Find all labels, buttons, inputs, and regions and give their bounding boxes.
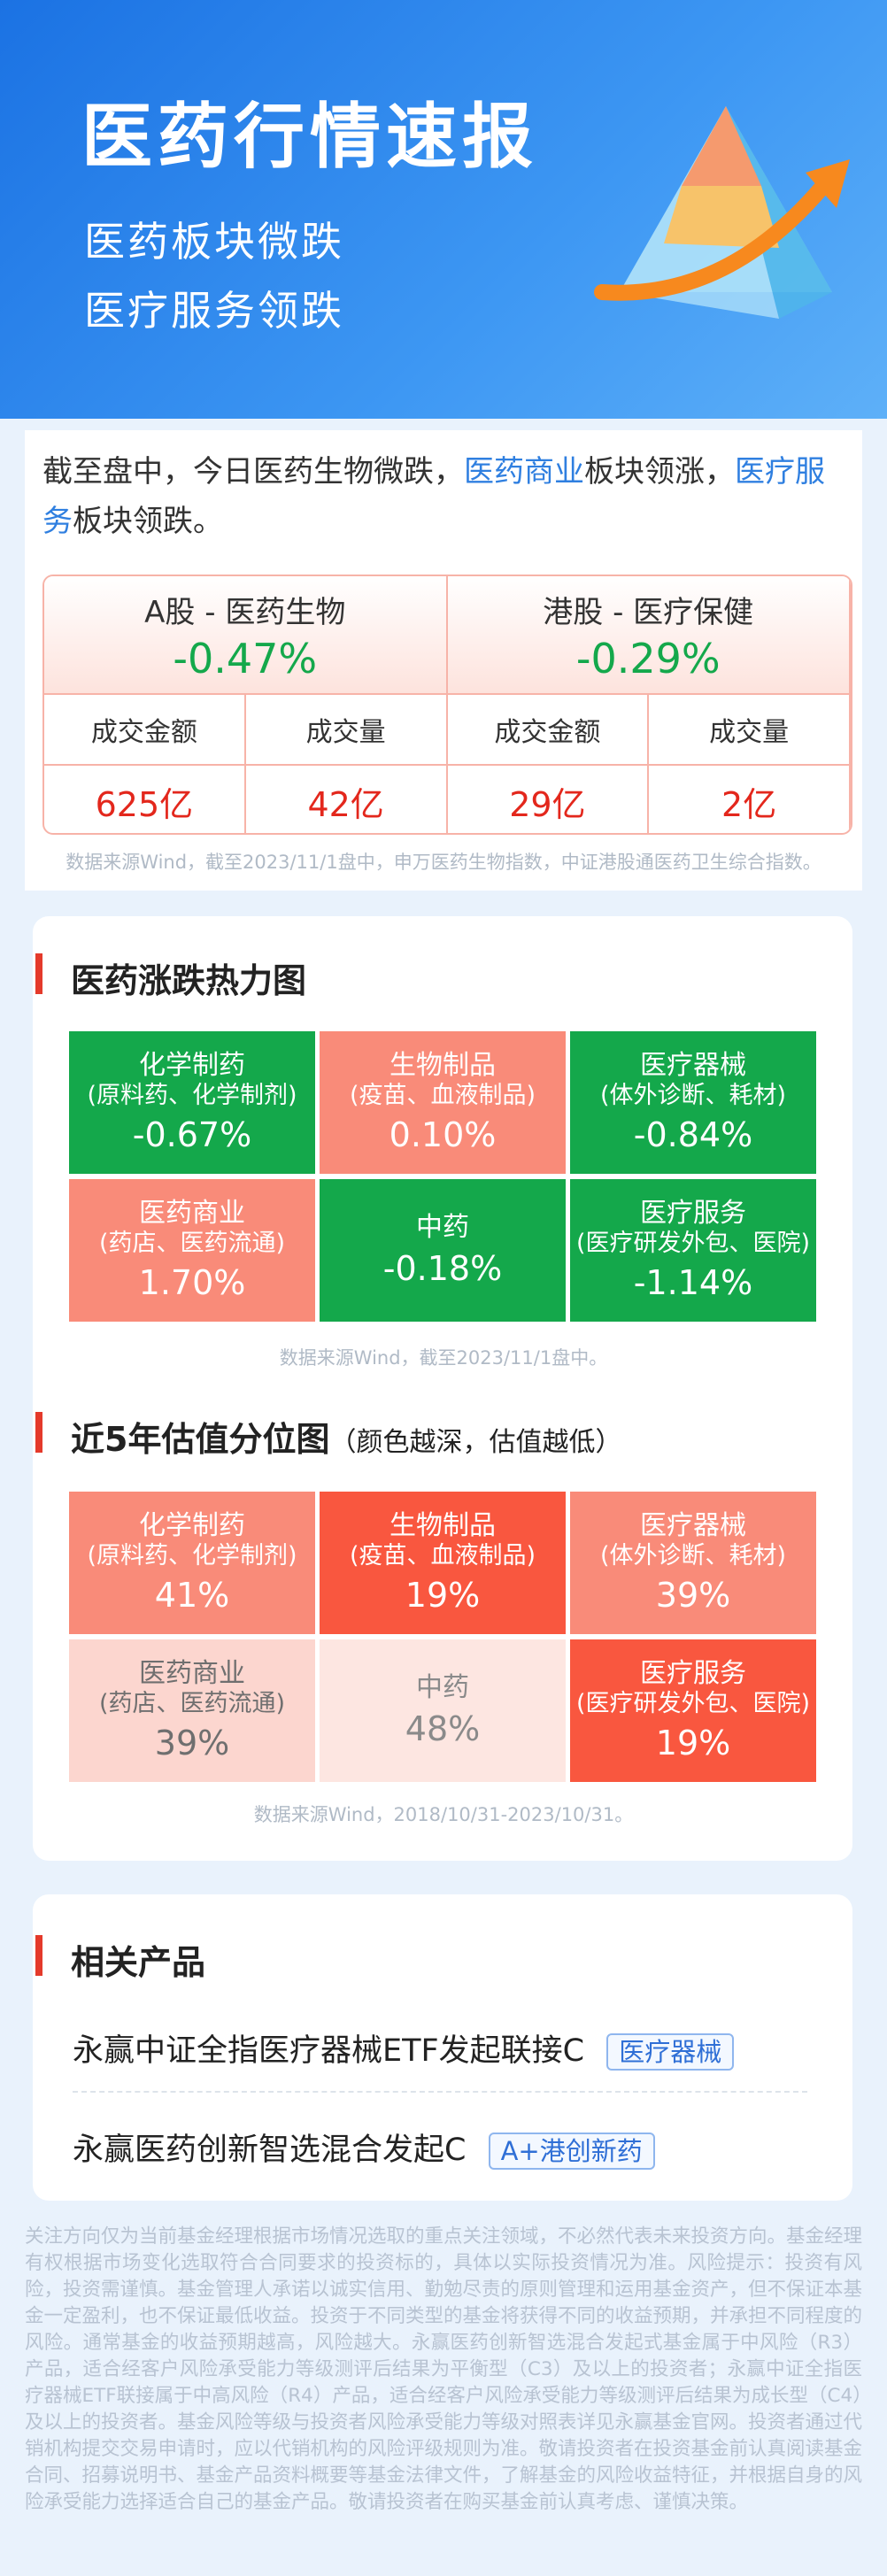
cell-sub: (疫苗、血液制品) bbox=[349, 1081, 536, 1109]
intro-text: 板块领涨， bbox=[584, 454, 735, 490]
cell-value: 19% bbox=[655, 1723, 731, 1762]
product-name[interactable]: 永赢中证全指医疗器械ETF发起联接C bbox=[73, 2033, 585, 2069]
title-bar bbox=[35, 1935, 42, 1976]
intro-highlight[interactable]: 医药商业 bbox=[464, 454, 584, 490]
cell-name: 医疗服务 bbox=[640, 1657, 746, 1689]
section-title: 相关产品 bbox=[71, 1943, 206, 1982]
cell-name: 中药 bbox=[416, 1211, 469, 1243]
heat-cell: 中药 48% bbox=[320, 1639, 566, 1782]
intro: 截至盘中，今日医药生物微跌，医药商业板块领涨，医疗服务板块领跌。 bbox=[42, 447, 848, 546]
cell-value: 48% bbox=[405, 1708, 481, 1748]
heat-cell: 医疗器械 (体外诊断、耗材) -0.84% bbox=[570, 1031, 816, 1174]
cell-sub: (药店、医药流通) bbox=[98, 1689, 286, 1717]
cell-name: 医疗器械 bbox=[640, 1049, 746, 1081]
section-note: （颜色越深，估值越低） bbox=[329, 1427, 622, 1458]
pyramid-graphic bbox=[594, 106, 850, 319]
cell-sub: (药店、医药流通) bbox=[98, 1229, 286, 1257]
cell-value: -0.84% bbox=[633, 1114, 753, 1154]
section-title-text: 近5年估值分位图 bbox=[71, 1420, 330, 1459]
heat-cell: 医疗服务 (医疗研发外包、医院) 19% bbox=[570, 1639, 816, 1782]
cell-value: 39% bbox=[655, 1575, 731, 1615]
cell-sub: (原料药、化学制剂) bbox=[87, 1081, 297, 1109]
column-value: 42亿 bbox=[246, 766, 448, 833]
title-bar bbox=[35, 953, 42, 994]
column-value: 625亿 bbox=[44, 766, 246, 833]
cell-sub: (疫苗、血液制品) bbox=[349, 1541, 536, 1570]
intro-text: 板块领跌。 bbox=[73, 504, 223, 539]
cell-value: 1.70% bbox=[138, 1262, 246, 1302]
cell-sub: (原料药、化学制剂) bbox=[87, 1541, 297, 1570]
cell-sub: (医疗研发外包、医院) bbox=[575, 1689, 811, 1717]
column-header: 成交量 bbox=[245, 695, 448, 766]
cell-name: 生物制品 bbox=[390, 1049, 496, 1081]
section-title: 医药涨跌热力图 bbox=[71, 961, 307, 1000]
heat-cell: 医药商业 (药店、医药流通) 1.70% bbox=[69, 1179, 315, 1322]
intro-text: 截至盘中，今日医药生物微跌， bbox=[42, 454, 464, 490]
title: 医药行情速报 bbox=[81, 96, 538, 178]
product-tag[interactable]: A+港创新药 bbox=[488, 2133, 655, 2170]
cell-value: -0.67% bbox=[132, 1114, 252, 1154]
subtitle: 医疗服务领跌 bbox=[84, 287, 344, 335]
product-tag[interactable]: 医疗器械 bbox=[606, 2033, 735, 2071]
column-value: 29亿 bbox=[448, 766, 650, 833]
column-header: 成交金额 bbox=[447, 695, 650, 766]
heatmap-grid: 化学制药 (原料药、化学制剂) -0.67% 生物制品 (疫苗、血液制品) 0.10% 医疗… bbox=[69, 1031, 816, 1322]
market-table: A股 - 医药生物 -0.47% 港股 - 医疗保健 -0.29% 成交金额 成交量 成交金… bbox=[42, 575, 852, 835]
product-name[interactable]: 永赢医药创新智选混合发起C bbox=[73, 2133, 467, 2168]
heat-cell: 化学制药 (原料药、化学制剂) -0.67% bbox=[69, 1031, 315, 1174]
cell-name: 医药商业 bbox=[139, 1657, 245, 1689]
cell-name: 生物制品 bbox=[390, 1509, 496, 1541]
column-header: 成交金额 bbox=[44, 695, 246, 766]
column-header: 成交量 bbox=[649, 695, 851, 766]
heat-cell: 医疗器械 (体外诊断、耗材) 39% bbox=[570, 1492, 816, 1634]
heat-cell: 医药商业 (药店、医药流通) 39% bbox=[69, 1639, 315, 1782]
subtitle: 医药板块微跌 bbox=[84, 218, 344, 266]
source-note: 数据来源Wind，截至2023/11/1盘中，申万医药生物指数，中证港股通医药卫… bbox=[66, 852, 821, 873]
market-header: A股 - 医药生物 -0.47% bbox=[44, 576, 448, 695]
cell-sub: (体外诊断、耗材) bbox=[599, 1081, 787, 1109]
market-name: 港股 - 医疗保健 bbox=[543, 594, 754, 630]
cell-name: 医疗服务 bbox=[640, 1197, 746, 1229]
heat-cell: 化学制药 (原料药、化学制剂) 41% bbox=[69, 1492, 315, 1634]
heat-cell: 生物制品 (疫苗、血液制品) 0.10% bbox=[320, 1031, 566, 1174]
disclaimer: 关注方向仅为当前基金经理根据市场情况选取的重点关注领域，不必然代表未来投资方向。… bbox=[25, 2225, 863, 2513]
cell-name: 医药商业 bbox=[139, 1197, 245, 1229]
cell-value: 19% bbox=[405, 1575, 481, 1615]
section-title: 近5年估值分位图（颜色越深，估值越低） bbox=[71, 1412, 621, 1461]
header: 医药行情速报 医药板块微跌 医疗服务领跌 bbox=[0, 0, 887, 419]
heat-cell: 生物制品 (疫苗、血液制品) 19% bbox=[320, 1492, 566, 1634]
heat-cell: 医疗服务 (医疗研发外包、医院) -1.14% bbox=[570, 1179, 816, 1322]
product-row[interactable]: 永赢中证全指医疗器械ETF发起联接C 医疗器械 bbox=[73, 2025, 735, 2071]
cell-value: 0.10% bbox=[389, 1114, 497, 1154]
title-bar bbox=[35, 1412, 42, 1453]
cell-value: -1.14% bbox=[633, 1262, 753, 1302]
cell-value: 41% bbox=[154, 1575, 230, 1615]
cell-sub: (体外诊断、耗材) bbox=[599, 1541, 787, 1570]
intro-highlight[interactable]: 医疗服务 bbox=[42, 454, 825, 539]
source-note: 数据来源Wind，2018/10/31-2023/10/31。 bbox=[253, 1804, 634, 1825]
column-value: 2亿 bbox=[649, 766, 851, 833]
cell-name: 医疗器械 bbox=[640, 1509, 746, 1541]
cell-name: 化学制药 bbox=[139, 1509, 245, 1541]
market-change: -0.29% bbox=[575, 634, 721, 683]
cell-name: 中药 bbox=[416, 1671, 469, 1703]
market-change: -0.47% bbox=[173, 634, 318, 683]
cell-name: 化学制药 bbox=[139, 1049, 245, 1081]
cell-sub: (医疗研发外包、医院) bbox=[575, 1229, 811, 1257]
divider bbox=[73, 2091, 807, 2093]
heat-cell: 中药 -0.18% bbox=[320, 1179, 566, 1322]
product-row[interactable]: 永赢医药创新智选混合发起C A+港创新药 bbox=[73, 2125, 655, 2170]
market-name: A股 - 医药生物 bbox=[144, 594, 346, 630]
valuation-grid: 化学制药 (原料药、化学制剂) 41% 生物制品 (疫苗、血液制品) 19% 医疗器械 (体外… bbox=[69, 1492, 816, 1782]
source-note: 数据来源Wind，截至2023/11/1盘中。 bbox=[279, 1347, 608, 1369]
cell-value: 39% bbox=[154, 1723, 230, 1762]
market-header: 港股 - 医疗保健 -0.29% bbox=[447, 576, 851, 695]
cell-value: -0.18% bbox=[382, 1248, 503, 1288]
